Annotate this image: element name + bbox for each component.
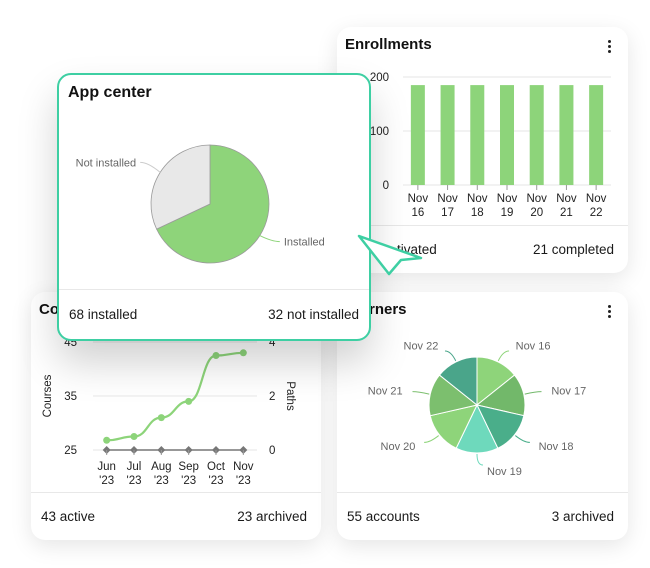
learners-label-leader [497,350,510,362]
courses-footer-right: 23 archived [237,509,307,524]
learners-slice-label: Nov 21 [368,385,403,397]
courses-xtick-label: '23 [209,475,224,487]
enrollments-bar [410,85,425,185]
enrollments-ytick-label: 0 [383,180,389,192]
learners-slice-label: Nov 18 [539,441,574,453]
learners-footer: 55 accounts 3 archived [337,492,628,540]
learners-label-leader [444,350,457,362]
learners-label-leader [424,435,440,443]
learners-label-leader [412,391,430,395]
courses-courses-point [157,414,165,422]
enrollments-footer-right: 21 completed [532,242,614,257]
app-center-footer: 68 installed 32 not installed [59,289,369,339]
enrollments-xtick-label: Nov [467,193,488,205]
learners-footer-left: 55 accounts [347,509,420,524]
learners-slice-label: Nov 19 [487,466,522,478]
enrollments-xtick-label: 17 [441,207,454,219]
enrollments-chart: 200 100 0 Nov 16 Nov 17 Nov 18 Nov 19 Nov 20 Nov 21 Nov… [370,72,611,219]
app-center-slice [156,144,270,264]
enrollments-xtick-label: 20 [530,207,543,219]
enrollments-xtick-label: Nov [497,193,518,205]
courses-xtick-label: Aug [151,461,171,473]
courses-xtick-label: '23 [127,475,142,487]
learners-card: rners Nov 16 Nov 17 Nov 18 Nov 19 Nov 20 Nov … [337,292,628,540]
enrollments-ytick-label: 100 [370,126,389,138]
courses-right-axis-title: Paths [284,381,296,411]
app-center-chart: Installed Not installed [76,144,325,264]
courses-courses-point [103,436,111,444]
app-center-slice [150,144,211,230]
enrollments-xtick-label: 18 [471,207,484,219]
app-center-title: App center [68,84,152,101]
learners-slice-label: Nov 22 [404,341,439,353]
courses-xtick-label: '23 [154,475,169,487]
learners-label-leader [476,453,484,466]
courses-courses-point [239,349,247,357]
pointer-cursor-icon [357,234,423,276]
enrollments-xtick-label: 22 [590,207,603,219]
enrollments-bar [589,85,604,185]
courses-footer-left: 43 active [41,509,96,524]
enrollments-xtick-label: 21 [560,207,573,219]
courses-footer: 43 active 23 archived [31,492,321,540]
courses-xtick-label: '23 [181,475,196,487]
enrollments-bar [470,85,485,185]
courses-xtick-label: Sep [178,461,198,473]
app-center-slice-label: Not installed [76,157,137,169]
learners-slice [438,356,478,407]
app-center-slice-label: Installed [284,237,325,249]
courses-xtick-label: Jun [97,461,116,473]
enrollments-xtick-label: Nov [408,193,429,205]
app-center-label-leader [140,161,161,173]
courses-courses-point [212,352,220,359]
courses-courses-point [130,433,138,440]
learners-label-leader [514,435,530,443]
courses-courses-line [106,351,244,442]
courses-right-tick-label: 4 [269,337,276,349]
enrollments-bar [529,85,544,185]
courses-courses-point [185,397,193,405]
enrollments-menu-icon[interactable] [608,40,612,55]
app-center-card[interactable]: App center Installed Not installed 68 ins… [57,73,371,341]
enrollments-xtick-label: Nov [526,193,547,205]
courses-left-axis-title: Courses [42,374,54,417]
courses-title: Co [39,301,59,318]
learners-title: rners [369,301,407,318]
app-center-footer-left: 68 installed [69,307,138,322]
app-center-label-leader [259,235,280,243]
courses-xtick-label: '23 [236,475,251,487]
learners-menu-icon[interactable] [608,305,612,320]
enrollments-bar [500,85,514,185]
courses-left-tick-label: 25 [64,445,77,457]
enrollments-xtick-label: 19 [501,207,514,219]
learners-slice-label: Nov 16 [516,341,551,353]
learners-label-leader [524,391,542,395]
enrollments-xtick-label: Nov [437,193,458,205]
enrollments-ytick-label: 200 [370,72,389,84]
courses-left-tick-label: 35 [64,391,77,403]
enrollments-bar [559,85,574,185]
courses-right-tick-label: 2 [269,391,275,403]
learners-slice-label: Nov 20 [381,441,416,453]
enrollments-footer: tivated 21 completed [337,225,628,273]
enrollments-title: Enrollments [345,36,432,53]
courses-xtick-label: Oct [207,461,226,473]
enrollments-xtick-label: Nov [586,193,607,205]
app-center-footer-right: 32 not installed [268,307,359,322]
learners-chart: Nov 16 Nov 17 Nov 18 Nov 19 Nov 20 Nov 21 Nov … [368,341,586,478]
courses-xtick-label: Jul [127,461,142,473]
enrollments-xtick-label: 16 [411,207,424,219]
enrollments-card: Enrollments 200 100 0 Nov 16 Nov 17 Nov 18 Nov 19 N… [337,27,628,273]
learners-slice-label: Nov 17 [551,385,586,397]
enrollments-bar [440,85,455,185]
courses-xtick-label: Nov [233,461,254,473]
courses-xtick-label: '23 [99,475,114,487]
courses-right-tick-label: 0 [269,445,275,457]
enrollments-xtick-label: Nov [556,193,577,205]
learners-footer-right: 3 archived [551,509,614,524]
